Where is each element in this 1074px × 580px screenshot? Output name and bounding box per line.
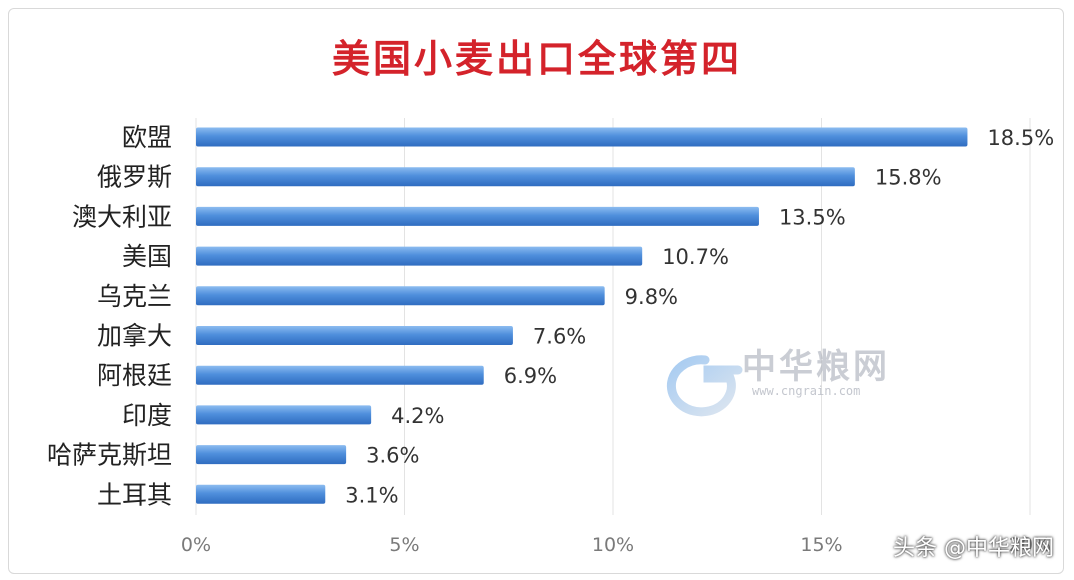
labels: 0% 5% 10% 15% 20% 欧盟 18.5% 俄罗斯 15.8% 澳大利亚 13.5% 美国 1… <box>47 123 1054 556</box>
value-label: 13.5% <box>779 205 846 229</box>
bar <box>196 206 759 226</box>
value-label: 4.2% <box>391 404 444 428</box>
bar <box>196 127 968 147</box>
bar <box>196 484 326 504</box>
bars <box>196 127 968 504</box>
category-label: 哈萨克斯坦 <box>47 441 172 470</box>
category-label: 乌克兰 <box>97 282 172 311</box>
category-label: 欧盟 <box>122 123 172 152</box>
value-label: 3.6% <box>366 444 419 468</box>
x-tick-label: 5% <box>389 534 419 556</box>
footer-watermark: 头条 @中华粮网 <box>893 536 1054 561</box>
x-tick-label: 15% <box>800 534 842 556</box>
watermark-logo-icon <box>666 355 743 417</box>
bar <box>196 246 643 266</box>
value-label: 6.9% <box>504 364 557 388</box>
bar <box>196 286 605 306</box>
value-label: 18.5% <box>987 126 1054 150</box>
category-label: 印度 <box>122 401 172 430</box>
x-tick-label: 10% <box>592 534 634 556</box>
category-label: 美国 <box>122 242 172 271</box>
category-label: 阿根廷 <box>97 361 172 390</box>
category-label: 澳大利亚 <box>72 202 172 231</box>
center-watermark: 中华粮网 www.cngrain.com <box>666 347 890 417</box>
value-label: 10.7% <box>662 245 729 269</box>
category-label: 加拿大 <box>97 322 172 351</box>
chart-title: 美国小麦出口全球第四 <box>331 36 742 81</box>
bar <box>196 445 347 465</box>
bar <box>196 365 484 385</box>
bar <box>196 326 513 345</box>
value-label: 3.1% <box>345 483 398 507</box>
value-label: 7.6% <box>533 325 586 349</box>
category-label: 土耳其 <box>97 480 172 509</box>
bar <box>196 405 372 425</box>
value-label: 9.8% <box>625 285 678 309</box>
bar <box>196 167 855 187</box>
watermark-text: 中华粮网 <box>742 347 890 387</box>
value-label: 15.8% <box>875 166 942 190</box>
x-tick-label: 0% <box>181 534 211 556</box>
watermark-url: www.cngrain.com <box>752 384 860 398</box>
category-label: 俄罗斯 <box>97 163 172 192</box>
x-tick-label: 20% <box>1009 534 1051 556</box>
